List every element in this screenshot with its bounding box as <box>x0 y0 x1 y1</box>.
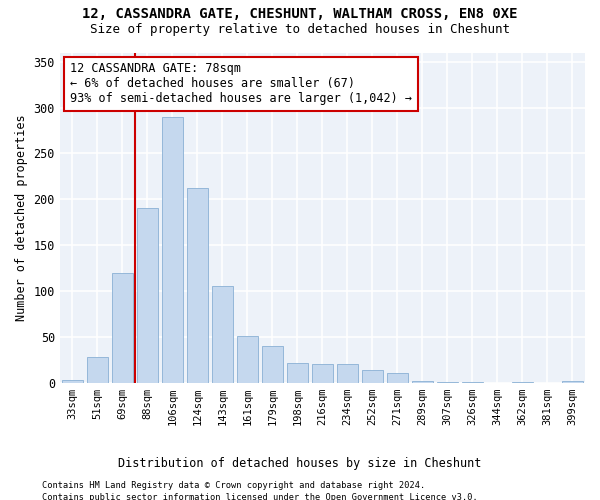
Text: 12, CASSANDRA GATE, CHESHUNT, WALTHAM CROSS, EN8 0XE: 12, CASSANDRA GATE, CHESHUNT, WALTHAM CR… <box>82 8 518 22</box>
Text: Distribution of detached houses by size in Cheshunt: Distribution of detached houses by size … <box>118 458 482 470</box>
Bar <box>412 381 433 382</box>
Bar <box>187 188 208 382</box>
Bar <box>212 286 233 382</box>
Y-axis label: Number of detached properties: Number of detached properties <box>15 114 28 321</box>
Bar <box>262 346 283 383</box>
Bar <box>86 357 108 382</box>
Bar <box>287 364 308 382</box>
Bar <box>137 208 158 382</box>
Text: Contains HM Land Registry data © Crown copyright and database right 2024.: Contains HM Land Registry data © Crown c… <box>42 481 425 490</box>
Bar <box>387 372 408 382</box>
Bar <box>337 364 358 382</box>
Text: Contains public sector information licensed under the Open Government Licence v3: Contains public sector information licen… <box>42 492 478 500</box>
Bar <box>62 380 83 382</box>
Bar <box>237 336 258 382</box>
Text: Size of property relative to detached houses in Cheshunt: Size of property relative to detached ho… <box>90 22 510 36</box>
Bar <box>312 364 333 382</box>
Bar <box>112 272 133 382</box>
Bar <box>362 370 383 382</box>
Text: 12 CASSANDRA GATE: 78sqm
← 6% of detached houses are smaller (67)
93% of semi-de: 12 CASSANDRA GATE: 78sqm ← 6% of detache… <box>70 62 412 106</box>
Bar <box>162 116 183 382</box>
Bar <box>562 381 583 382</box>
